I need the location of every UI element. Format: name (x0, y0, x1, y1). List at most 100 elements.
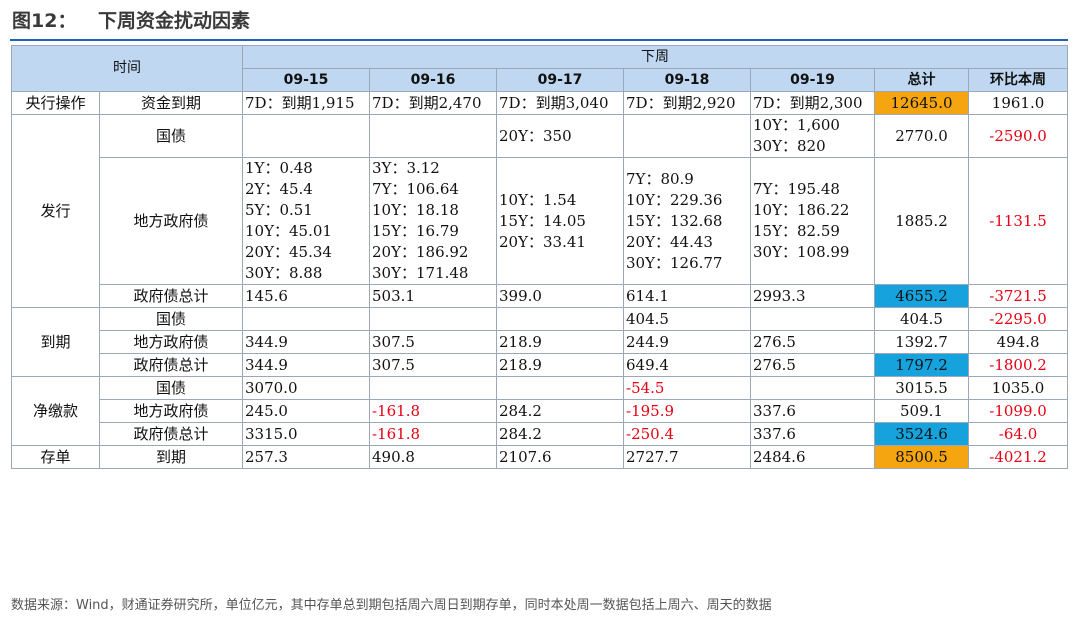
total-cell: 1392.7 (874, 330, 969, 354)
value-cell: -161.8 (369, 399, 497, 423)
header-wow: 环比本周 (967, 68, 1069, 92)
total-cell: 404.5 (874, 307, 969, 331)
table-row: 地方政府债 344.9 307.5 218.9 244.9 276.5 1392… (12, 330, 1069, 354)
value-cell (369, 114, 497, 158)
total-cell: 3524.6 (874, 422, 969, 446)
value-cell: 3315.0 (242, 422, 370, 446)
value-cell: 404.5 (623, 307, 751, 331)
value-line: 30Y：8.88 (245, 264, 323, 282)
total-cell: 1885.2 (874, 157, 969, 285)
value-cell (369, 307, 497, 331)
value-cell: 145.6 (242, 284, 370, 308)
item-label: 国债 (99, 114, 243, 158)
value-cell: 7Y：80.9 10Y：229.36 15Y：132.68 20Y：44.43 30Y：… (623, 157, 751, 285)
total-cell: 4655.2 (874, 284, 969, 308)
header-date: 09-19 (750, 68, 875, 92)
total-cell: 2770.0 (874, 114, 969, 158)
value-cell: 399.0 (496, 284, 624, 308)
value-cell: 3070.0 (242, 376, 370, 400)
header-time: 时间 (11, 45, 243, 92)
table-row: 地方政府债 1Y：0.48 2Y：45.4 5Y：0.51 10Y：45.01 20Y：… (12, 157, 1069, 285)
table-row: 发行 国债 20Y：350 10Y：1,600 30Y：820 2770.0 -2… (11, 114, 1069, 308)
value-cell: 7D：到期2,470 (369, 91, 497, 115)
wow-cell: -1131.5 (967, 157, 1069, 285)
wow-cell: 494.8 (967, 330, 1069, 354)
value-cell: -250.4 (623, 422, 751, 446)
figure-label: 图12： (12, 10, 77, 32)
figure-title-text: 下周资金扰动因素 (98, 10, 251, 32)
group-label: 净缴款 (11, 376, 100, 446)
value-cell: 284.2 (496, 422, 624, 446)
total-cell: 12645.0 (874, 91, 969, 115)
value-cell: 307.5 (369, 330, 497, 354)
value-cell: 10Y：1,600 30Y：820 (750, 114, 875, 158)
value-line: 15Y：16.79 (372, 222, 459, 240)
header-next-week: 下周 (241, 45, 1069, 69)
value-cell: 276.5 (750, 330, 875, 354)
value-cell (369, 376, 497, 400)
value-line: 20Y：33.41 (499, 232, 586, 251)
wow-cell: -3721.5 (967, 284, 1069, 308)
value-cell: 649.4 (623, 353, 751, 377)
table-row: 政府债总计 145.6 503.1 399.0 614.1 2993.3 465… (12, 284, 1069, 308)
group-label: 存单 (11, 445, 100, 469)
wow-cell: -1099.0 (967, 399, 1069, 423)
value-cell: 2107.6 (496, 445, 624, 469)
table-row: 净缴款 国债 3070.0 -54.5 3015.5 1035.0 (11, 376, 1069, 446)
value-cell: 7D：到期2,920 (623, 91, 751, 115)
wow-cell: -2295.0 (967, 307, 1069, 331)
title-rule (10, 39, 1068, 41)
item-label: 政府债总计 (99, 422, 243, 446)
value-cell: 614.1 (623, 284, 751, 308)
value-line: 10Y：1,600 (753, 116, 840, 134)
value-cell: 218.9 (496, 330, 624, 354)
value-line: 10Y：18.18 (372, 201, 459, 219)
value-cell: -161.8 (369, 422, 497, 446)
value-cell: 2993.3 (750, 284, 875, 308)
wow-cell: 1961.0 (967, 91, 1069, 115)
header-total: 总计 (874, 68, 969, 92)
value-cell: 503.1 (369, 284, 497, 308)
value-line: 7Y：80.9 (626, 169, 694, 188)
item-label: 资金到期 (99, 91, 243, 115)
value-line: 20Y：44.43 (626, 232, 713, 251)
value-line: 30Y：108.99 (753, 243, 850, 261)
header-date: 09-17 (496, 68, 624, 92)
value-line: 3Y：3.12 (372, 159, 440, 177)
table-row: 政府债总计 3315.0 -161.8 284.2 -250.4 337.6 3… (12, 422, 1069, 446)
wow-cell: -64.0 (967, 422, 1069, 446)
value-line: 10Y：45.01 (245, 222, 332, 240)
table-row: 到期 国债 404.5 404.5 -2295.0 (11, 307, 1069, 377)
value-cell: 276.5 (750, 353, 875, 377)
value-cell: 337.6 (750, 422, 875, 446)
value-cell: 344.9 (242, 353, 370, 377)
group-label: 到期 (11, 307, 100, 377)
value-cell: 7D：到期3,040 (496, 91, 624, 115)
value-cell (623, 114, 751, 158)
header-row-2: 09-15 09-16 09-17 09-18 09-19 总计 环比本周 (12, 68, 1069, 92)
value-line: 30Y：820 (753, 137, 826, 155)
group-label: 央行操作 (11, 91, 100, 115)
value-cell: 244.9 (623, 330, 751, 354)
value-cell: -54.5 (623, 376, 751, 400)
value-line: 10Y：186.22 (753, 201, 850, 219)
value-line: 10Y：229.36 (626, 190, 723, 209)
value-line: 15Y：14.05 (499, 211, 586, 230)
value-line: 20Y：45.34 (245, 243, 332, 261)
value-cell: 284.2 (496, 399, 624, 423)
value-cell: 2727.7 (623, 445, 751, 469)
value-line: 30Y：171.48 (372, 264, 469, 282)
value-line: 10Y：1.54 (499, 190, 577, 209)
value-line: 15Y：132.68 (626, 211, 723, 230)
header-date: 09-15 (242, 68, 370, 92)
value-cell: 20Y：350 (496, 114, 624, 158)
value-cell: 245.0 (242, 399, 370, 423)
item-label: 地方政府债 (99, 399, 243, 423)
value-cell (750, 307, 875, 331)
item-label: 国债 (99, 376, 243, 400)
table-row: 政府债总计 344.9 307.5 218.9 649.4 276.5 1797… (12, 353, 1069, 377)
value-cell: 7Y：195.48 10Y：186.22 15Y：82.59 30Y：108.99 (750, 157, 875, 285)
value-line: 5Y：0.51 (245, 201, 313, 219)
value-line: 7Y：106.64 (372, 180, 459, 198)
value-cell (242, 307, 370, 331)
